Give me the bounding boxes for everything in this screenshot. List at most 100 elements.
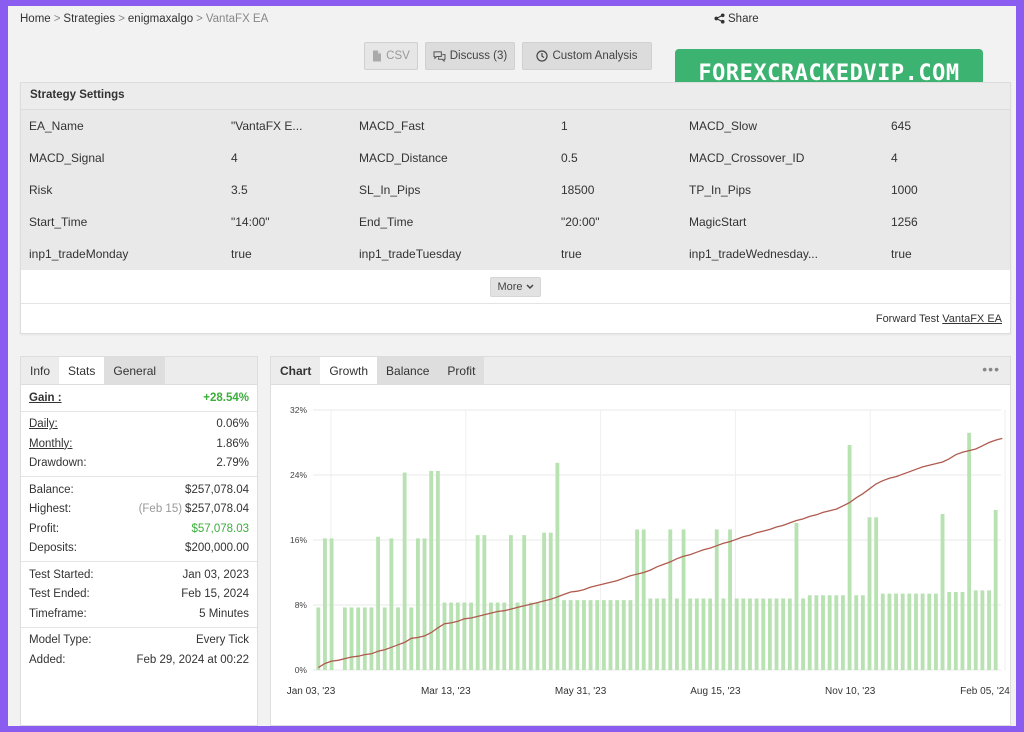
tab-growth[interactable]: Growth [320,357,378,384]
growth-bar[interactable] [628,600,633,670]
growth-bar[interactable] [661,598,666,671]
growth-bar[interactable] [761,598,766,671]
growth-bar[interactable] [920,593,925,670]
breadcrumb-home[interactable]: Home [20,13,51,25]
growth-bar[interactable] [721,598,726,671]
growth-bar[interactable] [794,522,799,670]
growth-bar[interactable] [821,595,825,670]
growth-bar[interactable] [907,593,912,670]
custom-analysis-button[interactable]: Custom Analysis [522,42,652,70]
growth-bar[interactable] [754,598,759,671]
growth-bar[interactable] [781,598,786,671]
growth-bar[interactable] [867,517,872,670]
growth-bar[interactable] [588,600,593,670]
breadcrumb-author[interactable]: enigmaxalgo [127,13,194,25]
growth-bar[interactable] [847,444,852,670]
growth-bar[interactable] [648,598,653,671]
share-button[interactable]: Share [714,13,759,25]
growth-bar[interactable] [834,595,839,670]
growth-bar[interactable] [376,536,381,670]
growth-bar[interactable] [980,590,985,670]
growth-bar[interactable] [382,607,387,670]
growth-bar[interactable] [329,538,334,670]
growth-bar[interactable] [601,600,606,670]
growth-bar[interactable] [993,509,998,670]
growth-bar[interactable] [621,600,626,670]
growth-bar[interactable] [469,602,473,670]
tab-balance[interactable]: Balance [377,357,439,384]
growth-bar[interactable] [927,593,932,670]
forward-test-link[interactable]: VantaFX EA [942,313,1002,325]
growth-bar[interactable] [548,532,553,670]
tab-chart[interactable]: Chart [280,363,312,378]
growth-bar[interactable] [349,607,354,670]
growth-bar[interactable] [489,602,493,670]
growth-bar[interactable] [323,538,327,670]
growth-bar[interactable] [734,598,739,671]
growth-bar[interactable] [435,470,440,670]
growth-bar[interactable] [482,535,487,670]
growth-bar[interactable] [641,529,646,670]
growth-bar[interactable] [674,598,679,671]
growth-bar[interactable] [854,595,859,670]
growth-bar[interactable] [389,538,394,670]
growth-bar[interactable] [827,595,832,670]
csv-button[interactable]: CSV [364,42,418,70]
growth-bar[interactable] [455,602,460,670]
growth-bar[interactable] [688,598,693,671]
growth-bar[interactable] [396,607,400,670]
growth-bar[interactable] [449,602,454,670]
growth-bar[interactable] [774,598,779,671]
growth-bar[interactable] [947,592,952,670]
growth-bar[interactable] [402,472,407,670]
growth-bar[interactable] [880,593,885,670]
growth-bar[interactable] [728,529,732,670]
growth-bar[interactable] [940,514,945,670]
growth-bar[interactable] [522,535,527,670]
growth-bar[interactable] [767,598,772,671]
growth-bar[interactable] [874,517,879,670]
growth-bar[interactable] [841,595,845,670]
growth-bar[interactable] [342,607,347,670]
tab-profit[interactable]: Profit [438,357,485,384]
growth-bar[interactable] [933,593,938,670]
growth-bar[interactable] [741,598,746,671]
growth-bar[interactable] [914,593,918,670]
breadcrumb-strategies[interactable]: Strategies [63,13,116,25]
growth-bar[interactable] [369,607,374,670]
growth-bar[interactable] [894,593,898,670]
growth-bar[interactable] [987,590,991,670]
growth-bar[interactable] [801,598,806,671]
growth-bar[interactable] [887,593,892,670]
growth-bar[interactable] [953,592,958,670]
more-button[interactable]: More [490,276,541,297]
growth-bar[interactable] [967,432,972,670]
growth-bar[interactable] [860,595,865,670]
tab-info[interactable]: Info [30,363,51,378]
gain-label[interactable]: Gain : [29,391,62,404]
daily-label[interactable]: Daily: [29,418,58,431]
more-options-icon[interactable]: ••• [982,361,1000,377]
growth-bar[interactable] [429,470,434,670]
growth-bar[interactable] [681,529,686,670]
growth-bar[interactable] [714,529,719,670]
growth-bar[interactable] [973,590,978,670]
growth-bar[interactable] [515,602,520,670]
growth-bar[interactable] [568,600,573,670]
growth-bar[interactable] [495,602,500,670]
growth-bar[interactable] [475,535,480,670]
monthly-label[interactable]: Monthly: [29,437,73,450]
growth-bar[interactable] [900,593,905,670]
growth-bar[interactable] [508,535,513,670]
growth-bar[interactable] [442,602,447,670]
growth-bar[interactable] [615,600,620,670]
growth-bar[interactable] [694,598,699,671]
growth-bar[interactable] [362,607,367,670]
growth-bar[interactable] [562,600,566,670]
growth-bar[interactable] [787,598,792,671]
growth-bar[interactable] [655,598,659,671]
growth-bar[interactable] [528,602,533,670]
growth-bar[interactable] [595,600,600,670]
growth-bar[interactable] [502,602,507,670]
growth-bar[interactable] [635,529,640,670]
